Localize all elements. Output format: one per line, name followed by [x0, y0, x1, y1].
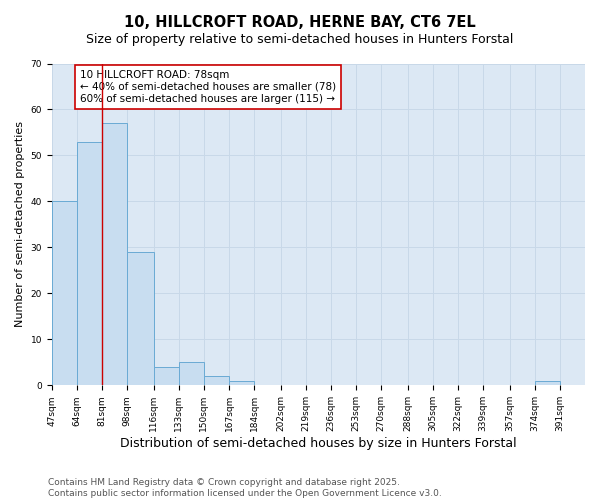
Text: 10 HILLCROFT ROAD: 78sqm
← 40% of semi-detached houses are smaller (78)
60% of s: 10 HILLCROFT ROAD: 78sqm ← 40% of semi-d… [80, 70, 336, 104]
Bar [154, 367, 179, 386]
Bar [77, 142, 102, 386]
Bar [127, 252, 154, 386]
Text: 10, HILLCROFT ROAD, HERNE BAY, CT6 7EL: 10, HILLCROFT ROAD, HERNE BAY, CT6 7EL [124, 15, 476, 30]
Text: Contains HM Land Registry data © Crown copyright and database right 2025.
Contai: Contains HM Land Registry data © Crown c… [48, 478, 442, 498]
X-axis label: Distribution of semi-detached houses by size in Hunters Forstal: Distribution of semi-detached houses by … [120, 437, 517, 450]
Y-axis label: Number of semi-detached properties: Number of semi-detached properties [15, 122, 25, 328]
Bar [102, 124, 127, 386]
Bar [229, 380, 254, 386]
Bar [179, 362, 204, 386]
Bar [52, 202, 77, 386]
Text: Size of property relative to semi-detached houses in Hunters Forstal: Size of property relative to semi-detach… [86, 32, 514, 46]
Bar [535, 380, 560, 386]
Bar [204, 376, 229, 386]
